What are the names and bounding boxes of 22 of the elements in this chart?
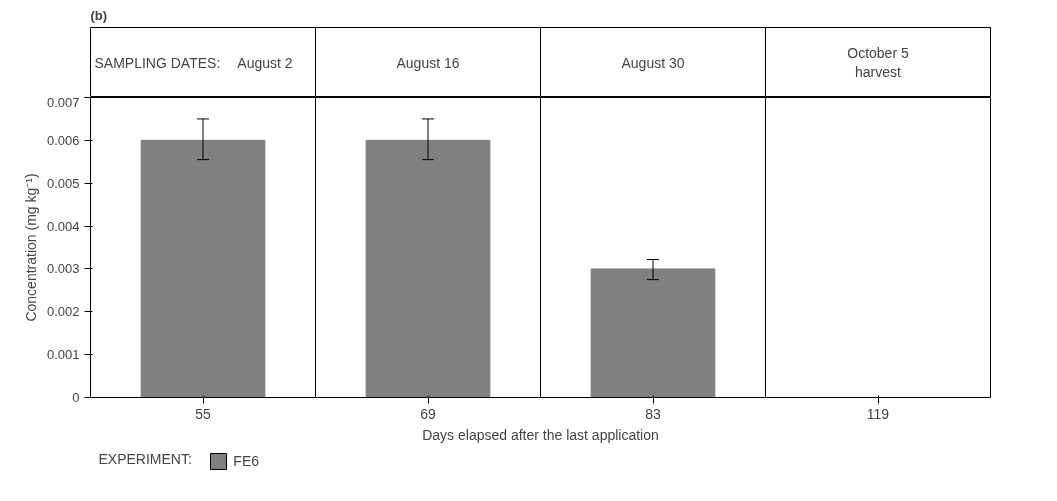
y-tick-label: 0 (72, 390, 80, 405)
y-tick-label: 0.004 (46, 218, 80, 234)
y-tick-label: 0.005 (46, 175, 80, 191)
text: October 5 harvest (847, 44, 909, 81)
legend-label: FE6 (233, 453, 260, 469)
y-tick-label: 0.002 (46, 304, 80, 320)
chart-title: (b) (90, 7, 108, 23)
x-tick-label: 119 (866, 405, 890, 422)
y-tick-label: 0.001 (46, 347, 80, 363)
legend-title: EXPERIMENT: (98, 450, 192, 467)
x-axis-title: Days elapsed after the last application (422, 426, 659, 443)
text: August 16 (396, 54, 460, 71)
x-tick-label: 69 (420, 405, 436, 422)
y-tick-label: 0.007 (46, 94, 80, 110)
x-tick-label: 55 (195, 405, 211, 422)
y-axis-title: Concentration (mg kg⁻¹) (22, 173, 39, 322)
y-tick-label: 0.003 (46, 261, 80, 277)
text: SAMPLING DATES: (94, 54, 221, 71)
x-tick-label: 83 (645, 405, 661, 422)
text: August 30 (621, 54, 685, 71)
y-tick-label: 0.006 (46, 132, 80, 148)
text: August 2 (237, 54, 293, 71)
